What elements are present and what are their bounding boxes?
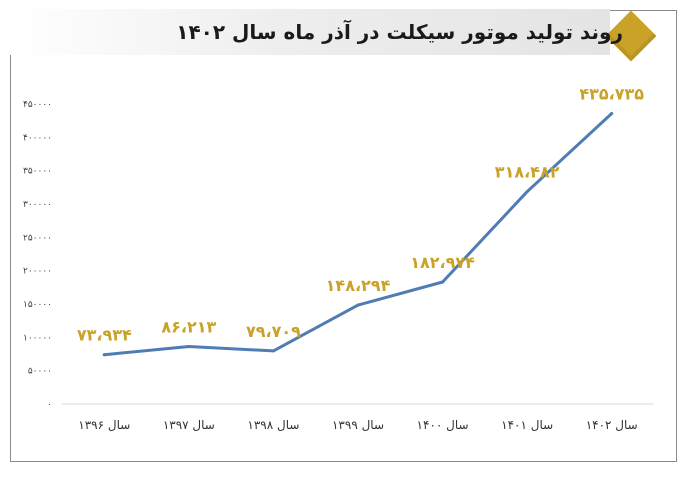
y-tick-label: ۵۰۰۰۰ bbox=[28, 367, 52, 377]
y-tick-label: ۳۵۰۰۰۰ bbox=[23, 167, 52, 177]
x-tick-label: سال ۱۴۰۲ bbox=[586, 418, 638, 432]
data-label: ۳۱۸،۴۸۲ bbox=[495, 163, 560, 182]
data-point bbox=[102, 353, 106, 357]
data-point bbox=[356, 303, 360, 307]
y-tick-label: ۱۰۰۰۰۰ bbox=[23, 333, 52, 343]
x-tick-label: سال ۱۴۰۰ bbox=[417, 418, 469, 432]
y-tick-label: ۱۵۰۰۰۰ bbox=[23, 300, 52, 310]
data-point bbox=[525, 190, 529, 194]
data-label: ۸۶،۲۱۳ bbox=[161, 318, 216, 337]
y-tick-label: ۴۵۰۰۰۰ bbox=[23, 100, 52, 110]
data-label: ۱۴۸،۲۹۴ bbox=[326, 276, 391, 295]
data-label: ۷۹،۷۰۹ bbox=[246, 322, 301, 341]
data-point bbox=[271, 349, 275, 353]
title-band bbox=[10, 9, 610, 55]
x-tick-label: سال ۱۳۹۸ bbox=[247, 418, 299, 432]
data-point bbox=[610, 112, 614, 116]
x-tick-label: سال ۱۳۹۹ bbox=[332, 418, 384, 432]
chart-frame bbox=[10, 10, 677, 462]
x-tick-label: سال ۱۴۰۱ bbox=[501, 418, 553, 432]
data-label: ۷۳،۹۳۴ bbox=[77, 326, 132, 345]
data-point bbox=[187, 345, 191, 349]
y-tick-label: ۲۵۰۰۰۰ bbox=[23, 233, 52, 243]
data-point bbox=[441, 280, 445, 284]
data-label: ۱۸۲،۹۷۴ bbox=[410, 253, 475, 272]
x-tick-label: سال ۱۳۹۷ bbox=[163, 418, 215, 432]
x-tick-label: سال ۱۳۹۶ bbox=[78, 418, 130, 432]
chart-title: روند تولید موتور سیکلت در آذر ماه سال ۱۴… bbox=[176, 20, 623, 44]
y-tick-label: ۴۰۰۰۰۰ bbox=[23, 133, 52, 143]
y-tick-label: ۲۰۰۰۰۰ bbox=[23, 267, 52, 277]
data-label: ۴۳۵،۷۳۵ bbox=[579, 85, 644, 104]
y-tick-label: ۰ bbox=[47, 400, 52, 410]
y-tick-label: ۳۰۰۰۰۰ bbox=[23, 200, 52, 210]
